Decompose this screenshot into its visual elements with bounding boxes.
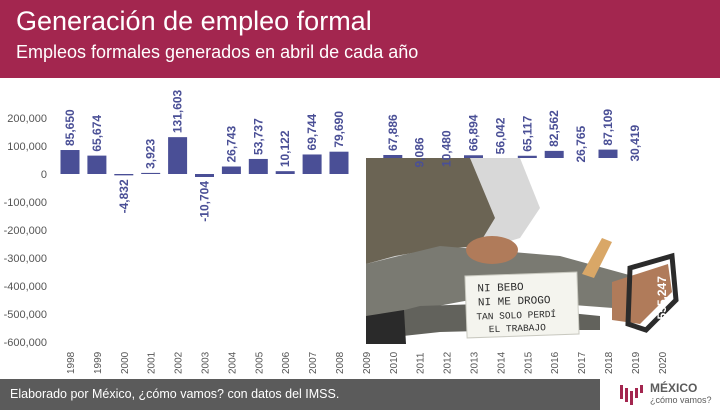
data-label: 85,650	[63, 109, 77, 146]
data-label: 56,042	[493, 117, 507, 154]
data-label: 26,743	[224, 125, 238, 162]
x-tick-label: 2004	[227, 351, 238, 374]
x-tick-label: 2018	[604, 351, 615, 374]
x-tick-label: 1999	[93, 351, 104, 374]
logo-sub-text: ¿cómo vamos?	[650, 395, 712, 405]
x-tick-label: 2014	[496, 351, 507, 374]
x-tick-label: 2019	[631, 351, 642, 374]
data-label: 82,562	[547, 110, 561, 147]
data-label: 10,122	[278, 130, 292, 167]
y-tick-label: 0	[41, 169, 47, 181]
x-tick-label: 2010	[389, 351, 400, 374]
y-tick-label: -200,000	[4, 225, 47, 237]
bar-2003	[195, 174, 214, 177]
data-label: 131,603	[171, 89, 185, 133]
x-tick-label: 2008	[335, 351, 346, 374]
y-tick-label: -500,000	[4, 309, 47, 321]
x-tick-label: 2000	[120, 351, 131, 374]
y-tick-label: -400,000	[4, 281, 47, 293]
logo: MÉXICO ¿cómo vamos?	[600, 379, 720, 410]
data-label: 66,894	[467, 114, 481, 151]
y-tick-label: -100,000	[4, 197, 47, 209]
x-tick-label: 2020	[658, 351, 669, 374]
data-label: -10,704	[198, 181, 212, 222]
x-tick-label: 2003	[201, 351, 212, 374]
data-label: 53,737	[251, 118, 265, 155]
data-label: -555,247	[655, 276, 669, 324]
y-tick-label: 100,000	[7, 141, 47, 153]
data-labels: 85,650 65,674 -4,832 3,923 131,603 -10,704 26,…	[63, 89, 669, 323]
bar-2000	[114, 174, 134, 176]
logo-main-text: MÉXICO	[650, 381, 698, 395]
sign-line-4: EL TRABAJO	[489, 322, 547, 335]
y-tick-label: -600,000	[4, 337, 47, 349]
bar-2006	[275, 171, 295, 174]
footer-bar: Elaborado por México, ¿cómo vamos? con d…	[0, 379, 600, 410]
x-tick-label: 2005	[254, 351, 265, 374]
x-tick-label: 2015	[523, 351, 534, 374]
logo-bars-icon	[620, 385, 643, 405]
bar-chart: 200,000 100,000 0 -100,000 -200,000 -300,000 -…	[4, 89, 679, 374]
x-tick-label: 1998	[66, 351, 77, 374]
x-tick-label: 2012	[443, 351, 454, 374]
data-label: 79,690	[332, 111, 346, 148]
source-note: Elaborado por México, ¿cómo vamos? con d…	[10, 387, 340, 401]
x-axis: 1998 1999 2000 2001 2002 2003 2004 2005 2006 2007…	[66, 351, 669, 374]
data-label: 30,419	[628, 124, 642, 161]
x-tick-label: 2011	[416, 352, 427, 374]
x-tick-label: 2002	[174, 351, 185, 374]
data-label: 26,765	[574, 125, 588, 162]
sign-line-2: NI ME DROGO	[478, 295, 551, 310]
bar-1999	[87, 155, 107, 174]
data-label: -4,832	[117, 179, 131, 213]
bar-2002	[168, 137, 188, 174]
data-label: 87,109	[601, 109, 615, 146]
data-label: 10,480	[440, 130, 454, 167]
x-tick-label: 2007	[308, 351, 319, 374]
header-banner: Generación de empleo formal Empleos form…	[0, 0, 720, 78]
x-tick-label: 2017	[577, 351, 588, 374]
data-label: 67,886	[386, 114, 400, 151]
bar-2005	[248, 158, 268, 174]
x-tick-label: 2001	[147, 351, 158, 374]
sign-line-3: TAN SOLO PERDÍ	[476, 309, 556, 323]
data-label: 65,117	[520, 115, 534, 151]
bar-1998	[60, 150, 80, 174]
unemployed-man-photo: NI BEBO NI ME DROGO TAN SOLO PERDÍ EL TR…	[366, 158, 679, 344]
logo-text: MÉXICO ¿cómo vamos?	[650, 382, 712, 406]
x-tick-label: 2006	[281, 351, 292, 374]
bar-2004	[221, 166, 241, 174]
y-tick-label: -300,000	[4, 253, 47, 265]
y-tick-label: 200,000	[7, 113, 47, 125]
chart-subtitle: Empleos formales generados en abril de c…	[16, 42, 419, 62]
x-tick-label: 2016	[550, 351, 561, 374]
y-axis: 200,000 100,000 0 -100,000 -200,000 -300,000 -…	[4, 113, 47, 349]
bar-2001	[141, 172, 161, 174]
bar-2007	[302, 154, 322, 174]
bar-2008	[329, 151, 349, 174]
x-tick-label: 2013	[470, 351, 481, 374]
x-tick-label: 2009	[362, 351, 373, 374]
sign-line-1: NI BEBO	[477, 282, 524, 296]
chart-title: Generación de empleo formal	[16, 6, 372, 36]
data-label: 3,923	[144, 139, 158, 169]
data-label: 69,744	[305, 113, 319, 150]
data-label: 65,674	[90, 115, 104, 152]
data-label: 9,086	[413, 137, 427, 167]
